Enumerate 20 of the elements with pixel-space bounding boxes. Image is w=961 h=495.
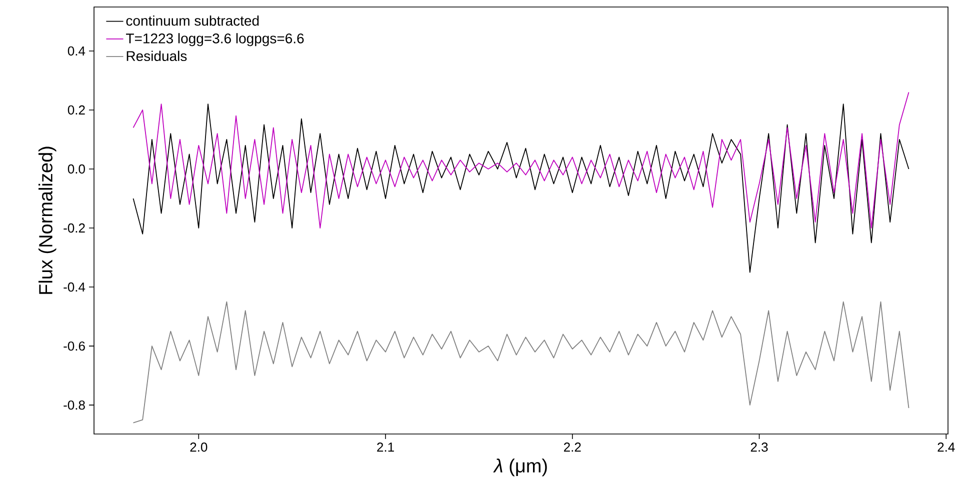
y-tick-label: 0.2	[68, 105, 85, 115]
y-tick-label: -0.2	[64, 223, 85, 233]
y-tick-label: -0.8	[64, 400, 85, 410]
line-series	[132, 104, 910, 273]
legend-label: Residuals	[126, 50, 187, 62]
y-axis-title: Flux (Normalized)	[38, 146, 56, 294]
y-tick-label: 0.4	[68, 46, 86, 56]
line-series	[132, 92, 910, 228]
line-series	[132, 301, 910, 424]
x-tick-label: 2.1	[377, 442, 394, 452]
x-axis-title: λ (μm)	[493, 458, 547, 476]
legend-label: continuum subtracted	[126, 15, 259, 26]
y-tick-label: -0.6	[64, 341, 85, 351]
legend-label: T=1223 logg=3.6 logpgs=6.6	[126, 33, 304, 46]
x-tick-label: 2.3	[750, 442, 768, 452]
x-tick-label: 2.4	[938, 442, 955, 452]
x-tick-label: 2.2	[564, 442, 581, 452]
x-tick-label: 2.0	[190, 442, 208, 452]
y-tick-label: -0.4	[64, 282, 86, 292]
y-tick-label: 0.0	[68, 164, 85, 174]
